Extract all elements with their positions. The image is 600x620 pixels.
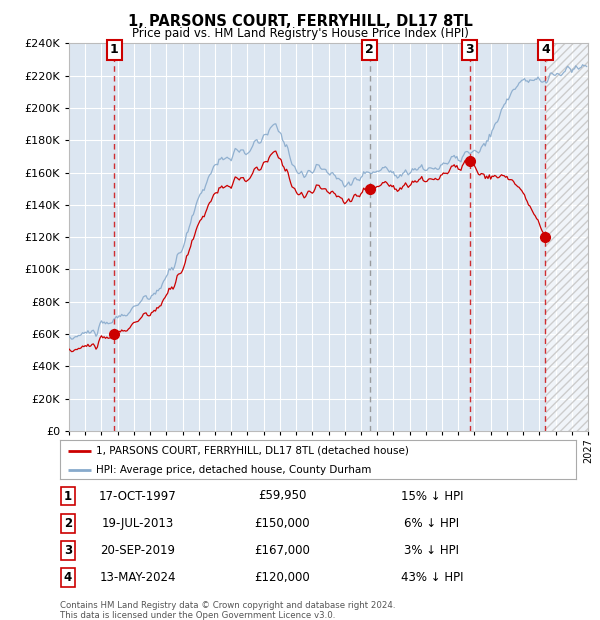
Bar (546, 43, 588, 431)
Text: 3: 3 (466, 43, 474, 56)
Text: 3: 3 (64, 544, 72, 557)
Text: This data is licensed under the Open Government Licence v3.0.: This data is licensed under the Open Gov… (60, 611, 335, 620)
Text: £120,000: £120,000 (254, 572, 310, 584)
Text: 2: 2 (64, 517, 72, 529)
Text: 1, PARSONS COURT, FERRYHILL, DL17 8TL: 1, PARSONS COURT, FERRYHILL, DL17 8TL (128, 14, 472, 29)
Text: £59,950: £59,950 (258, 490, 306, 502)
Text: 1: 1 (64, 490, 72, 502)
Text: 19-JUL-2013: 19-JUL-2013 (102, 517, 174, 529)
Text: 2: 2 (365, 43, 374, 56)
Text: Contains HM Land Registry data © Crown copyright and database right 2024.: Contains HM Land Registry data © Crown c… (60, 601, 395, 611)
Text: £167,000: £167,000 (254, 544, 310, 557)
Text: 4: 4 (541, 43, 550, 56)
Text: 3% ↓ HPI: 3% ↓ HPI (404, 544, 460, 557)
Text: 17-OCT-1997: 17-OCT-1997 (99, 490, 177, 502)
Text: £150,000: £150,000 (254, 517, 310, 529)
Text: 1: 1 (110, 43, 119, 56)
Text: 6% ↓ HPI: 6% ↓ HPI (404, 517, 460, 529)
Text: 43% ↓ HPI: 43% ↓ HPI (401, 572, 463, 584)
Text: 1, PARSONS COURT, FERRYHILL, DL17 8TL (detached house): 1, PARSONS COURT, FERRYHILL, DL17 8TL (d… (96, 446, 409, 456)
Text: 20-SEP-2019: 20-SEP-2019 (101, 544, 176, 557)
Text: 4: 4 (64, 572, 72, 584)
Text: Price paid vs. HM Land Registry's House Price Index (HPI): Price paid vs. HM Land Registry's House … (131, 27, 469, 40)
Bar (546, 43, 588, 431)
Text: HPI: Average price, detached house, County Durham: HPI: Average price, detached house, Coun… (96, 464, 371, 475)
Text: 15% ↓ HPI: 15% ↓ HPI (401, 490, 463, 502)
Text: 13-MAY-2024: 13-MAY-2024 (100, 572, 176, 584)
